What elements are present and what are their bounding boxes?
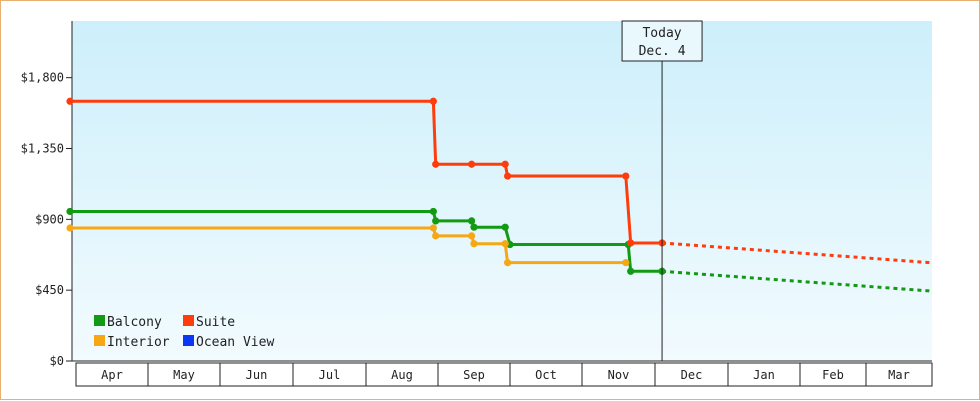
plot-area <box>72 21 932 361</box>
legend-item-ocean-view: Ocean View <box>183 335 274 350</box>
data-point <box>429 97 437 105</box>
today-label-line2: Dec. 4 <box>639 44 686 59</box>
data-point <box>627 267 635 275</box>
data-point <box>501 223 509 231</box>
data-point <box>468 160 476 168</box>
data-point <box>622 259 630 267</box>
data-point <box>432 217 440 225</box>
legend-label: Balcony <box>107 315 162 330</box>
data-point <box>627 239 635 247</box>
y-tick-label: $900 <box>35 212 64 226</box>
legend-swatch <box>94 335 105 346</box>
x-tick-label-sep: Sep <box>463 368 485 382</box>
y-tick-label: $450 <box>35 283 64 297</box>
x-tick-label-feb: Feb <box>822 368 844 382</box>
x-tick-label-apr: Apr <box>101 368 123 382</box>
y-tick-label: $1,350 <box>21 142 64 156</box>
x-tick-label-dec: Dec <box>681 368 703 382</box>
data-point <box>429 224 437 232</box>
data-point <box>429 207 437 216</box>
series-line <box>70 209 663 273</box>
series-suite <box>66 97 930 265</box>
legend-item-interior: Interior <box>94 335 170 350</box>
x-tick-label-aug: Aug <box>391 368 413 382</box>
data-point <box>432 232 440 240</box>
x-tick-label-jul: Jul <box>319 368 341 382</box>
data-point <box>501 240 509 248</box>
x-tick-label-nov: Nov <box>608 368 630 382</box>
x-axis-month-bar <box>75 362 933 387</box>
x-tick-label-oct: Oct <box>535 368 557 382</box>
data-point <box>468 232 476 240</box>
data-point <box>468 217 476 225</box>
data-point <box>470 240 478 248</box>
x-tick-label-jun: Jun <box>246 368 268 382</box>
legend-label: Ocean View <box>196 335 274 350</box>
today-box <box>621 20 703 62</box>
legend-label: Suite <box>196 315 235 330</box>
data-point <box>66 207 74 216</box>
data-point <box>622 172 630 180</box>
data-point <box>470 223 478 231</box>
legend-item-suite: Suite <box>183 315 235 330</box>
legend-swatch <box>94 315 105 326</box>
legend-label: Interior <box>107 335 170 350</box>
y-tick-label: $1,800 <box>21 71 64 85</box>
y-tick-label: $0 <box>50 354 64 368</box>
data-point <box>66 224 74 232</box>
series-balcony <box>66 207 930 293</box>
x-tick-label-may: May <box>173 368 195 382</box>
today-label-line1: Today <box>642 26 681 41</box>
data-point <box>504 259 512 267</box>
data-point <box>504 172 512 180</box>
data-point <box>501 160 509 168</box>
x-tick-label-mar: Mar <box>888 368 910 382</box>
legend-swatch <box>183 315 194 326</box>
legend-item-balcony: Balcony <box>94 315 162 330</box>
series-interior <box>66 224 630 267</box>
data-point <box>432 160 440 168</box>
data-point <box>66 97 74 105</box>
x-tick-label-jan: Jan <box>753 368 775 382</box>
legend-swatch <box>183 335 194 346</box>
